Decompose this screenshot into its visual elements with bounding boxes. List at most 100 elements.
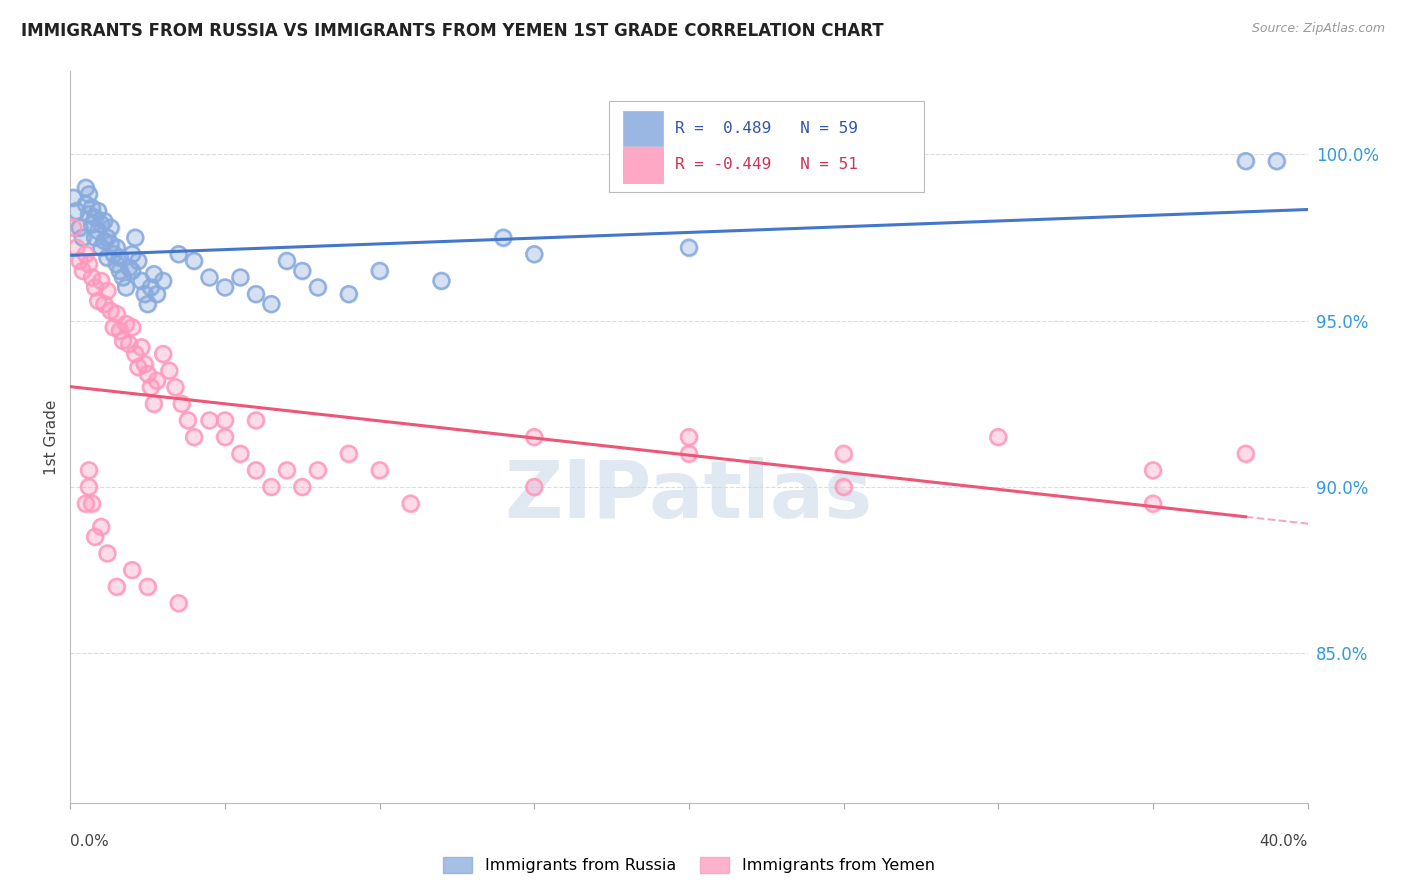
Point [1234,447,1257,461]
Point [84,211,107,225]
Point [214,280,236,294]
Point [523,247,546,261]
Point [152,274,174,288]
Point [307,463,329,477]
Point [100,303,122,318]
Point [75,247,97,261]
Point [337,287,360,301]
Point [77,463,100,477]
Point [105,580,128,594]
Point [90,274,112,288]
Point [93,214,115,228]
Point [121,247,143,261]
Point [111,334,134,348]
Point [136,367,159,381]
Point [142,267,165,281]
Point [146,374,169,388]
Point [105,241,128,255]
Point [65,204,87,219]
Point [832,447,855,461]
Point [136,297,159,311]
Point [276,463,298,477]
Point [136,580,159,594]
Point [93,234,115,248]
Point [77,480,100,494]
Point [75,197,97,211]
Point [1234,154,1257,169]
Point [492,230,515,244]
Point [523,430,546,444]
Point [118,260,141,275]
Point [62,191,84,205]
Point [77,207,100,221]
Point [198,413,221,427]
Point [245,287,267,301]
Point [165,380,187,394]
Point [69,253,91,268]
Point [832,480,855,494]
Point [69,253,91,268]
Point [111,270,134,285]
Point [167,596,190,610]
Point [75,180,97,194]
Point [337,447,360,461]
Point [84,230,107,244]
Point [1142,463,1164,477]
Point [152,347,174,361]
Point [523,430,546,444]
Point [80,201,103,215]
Point [167,247,190,261]
Point [77,463,100,477]
Point [127,360,149,375]
Point [131,340,153,354]
Point [152,274,174,288]
Point [90,274,112,288]
Point [291,264,314,278]
Point [368,264,391,278]
Point [100,220,122,235]
Point [93,297,115,311]
Point [103,247,125,261]
Point [108,264,131,278]
Point [84,230,107,244]
Point [307,463,329,477]
Point [1234,154,1257,169]
Point [170,397,193,411]
Point [93,234,115,248]
Point [105,257,128,271]
Point [121,264,143,278]
Point [260,480,283,494]
Point [276,463,298,477]
Point [69,220,91,235]
Point [430,274,453,288]
Point [1142,463,1164,477]
Point [198,270,221,285]
Point [260,480,283,494]
Point [100,220,122,235]
Point [492,230,515,244]
Point [142,397,165,411]
Point [96,546,118,560]
Point [523,480,546,494]
Point [131,274,153,288]
Point [121,320,143,334]
Point [90,520,112,534]
Point [96,251,118,265]
Point [77,257,100,271]
Point [121,320,143,334]
Point [77,257,100,271]
Point [108,324,131,338]
Point [523,480,546,494]
Point [136,580,159,594]
Point [80,270,103,285]
Point [124,230,146,244]
Point [368,463,391,477]
Point [1265,154,1288,169]
Point [65,241,87,255]
Point [229,270,252,285]
Point [75,497,97,511]
Point [337,287,360,301]
Point [245,413,267,427]
Point [121,563,143,577]
Point [134,287,156,301]
